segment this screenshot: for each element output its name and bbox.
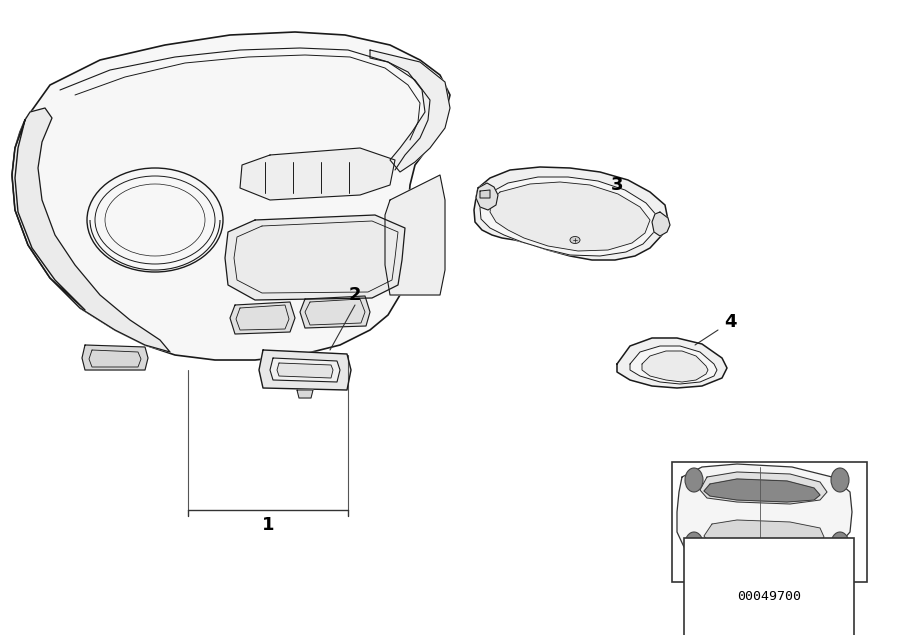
Ellipse shape [685,532,703,556]
Polygon shape [277,363,333,378]
Ellipse shape [685,468,703,492]
Text: 2: 2 [349,286,361,304]
Polygon shape [700,472,827,504]
Polygon shape [259,350,351,390]
Polygon shape [474,167,668,260]
Polygon shape [490,182,650,251]
Polygon shape [385,175,445,295]
Ellipse shape [831,532,849,556]
Polygon shape [480,190,490,198]
Polygon shape [476,183,498,210]
Polygon shape [240,148,395,200]
Bar [672,462,867,582]
Polygon shape [480,177,658,256]
Polygon shape [704,479,820,502]
Ellipse shape [831,468,849,492]
Polygon shape [652,212,670,236]
Polygon shape [225,215,405,300]
Ellipse shape [570,236,580,243]
Polygon shape [12,108,170,352]
Polygon shape [300,296,370,328]
Polygon shape [642,351,708,382]
Polygon shape [270,358,340,382]
Text: 3: 3 [611,176,623,194]
Polygon shape [630,346,717,384]
Text: 1: 1 [262,516,274,534]
Polygon shape [82,345,148,370]
Polygon shape [370,50,450,172]
Polygon shape [677,464,852,560]
Polygon shape [12,32,450,360]
Text: 4: 4 [724,313,736,331]
Text: 00049700: 00049700 [737,591,801,603]
Polygon shape [704,520,824,549]
Polygon shape [230,302,295,334]
Polygon shape [617,338,727,388]
Polygon shape [297,390,313,398]
